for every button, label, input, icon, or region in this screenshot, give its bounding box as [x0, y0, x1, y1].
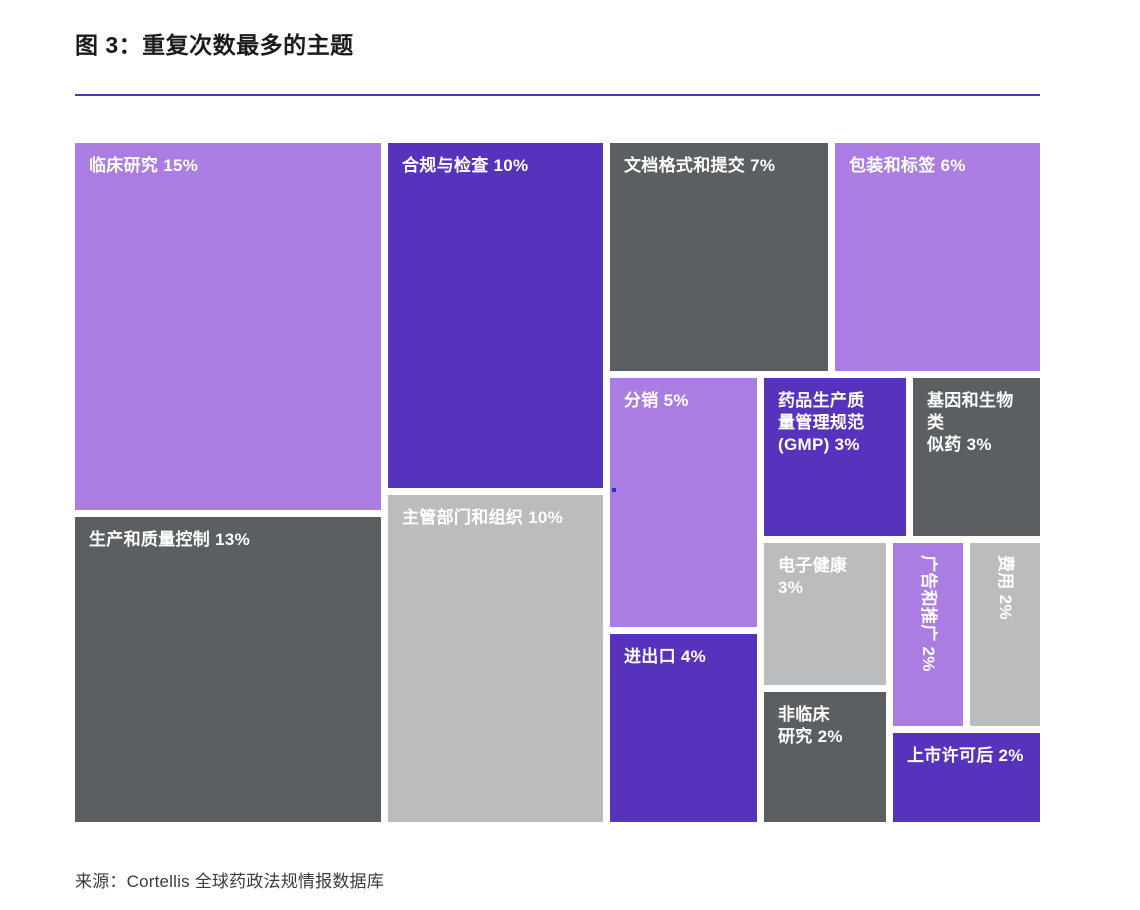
treemap-block-authorities-organization: 主管部门和组织 10%	[388, 495, 603, 822]
treemap-block-compliance-inspection: 合规与检查 10%	[388, 143, 603, 488]
treemap-chart: 临床研究 15% 生产和质量控制 13% 合规与检查 10% 主管部门和组织 1…	[75, 143, 1040, 822]
block-label-advertising-promotion: 广告和推广 2%	[919, 555, 939, 672]
block-label-clinical-research: 临床研究 15%	[89, 156, 199, 175]
block-label-authorities-organization: 主管部门和组织 10%	[402, 508, 564, 527]
figure-title: 图 3：重复次数最多的主题	[75, 32, 354, 58]
block-label-distribution: 分销 5%	[624, 391, 689, 410]
treemap-block-gmp: 药品生产质 量管理规范 (GMP) 3%	[764, 378, 906, 536]
block-label-ehealth: 电子健康 3%	[778, 556, 848, 598]
treemap-block-ehealth: 电子健康 3%	[764, 543, 886, 685]
treemap-block-nonclinical-research: 非临床 研究 2%	[764, 692, 886, 822]
source-note: 来源：Cortellis 全球药政法规情报数据库	[75, 872, 384, 891]
treemap-block-clinical-research: 临床研究 15%	[75, 143, 381, 510]
block-label-manufacturing-quality-control: 生产和质量控制 13%	[89, 530, 251, 549]
stray-blue-dot-artifact	[612, 488, 616, 492]
treemap-block-post-marketing: 上市许可后 2%	[893, 733, 1040, 822]
block-label-document-format-submission: 文档格式和提交 7%	[624, 156, 776, 175]
treemap-block-import-export: 进出口 4%	[610, 634, 757, 822]
treemap-block-gene-biosimilars: 基因和生物类 似药 3%	[913, 378, 1040, 536]
treemap-block-distribution: 分销 5%	[610, 378, 757, 627]
block-label-compliance-inspection: 合规与检查 10%	[402, 156, 529, 175]
block-label-nonclinical-research: 非临床 研究 2%	[778, 705, 843, 747]
block-label-fees: 费用 2%	[996, 555, 1016, 620]
treemap-block-fees: 费用 2%	[970, 543, 1040, 726]
treemap-block-advertising-promotion: 广告和推广 2%	[893, 543, 963, 726]
block-label-post-marketing: 上市许可后 2%	[907, 746, 1024, 765]
divider-line	[75, 94, 1040, 96]
block-label-gmp: 药品生产质 量管理规范 (GMP) 3%	[778, 391, 865, 455]
block-label-gene-biosimilars: 基因和生物类 似药 3%	[927, 391, 1014, 455]
treemap-block-packaging-labeling: 包装和标签 6%	[835, 143, 1040, 371]
treemap-block-document-format-submission: 文档格式和提交 7%	[610, 143, 828, 371]
block-label-import-export: 进出口 4%	[624, 647, 707, 666]
treemap-block-manufacturing-quality-control: 生产和质量控制 13%	[75, 517, 381, 822]
block-label-packaging-labeling: 包装和标签 6%	[849, 156, 966, 175]
